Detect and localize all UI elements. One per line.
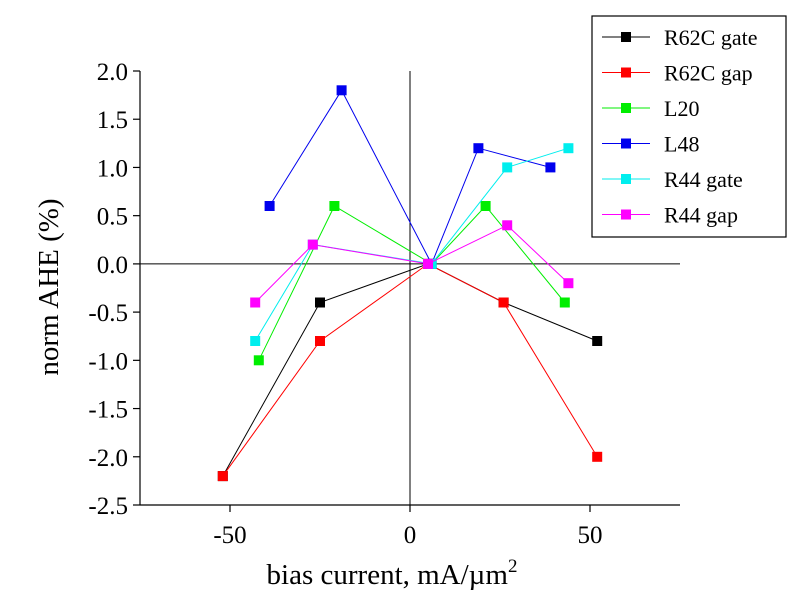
series-layer: [217, 85, 603, 482]
legend-item-l20: L20: [602, 96, 699, 121]
legend-marker: [621, 67, 631, 78]
legend-label: L20: [664, 96, 699, 121]
data-point-l48: [473, 143, 484, 154]
x-axis-title: bias current, mA/µm2: [267, 556, 518, 591]
series-r44-gap: [250, 220, 574, 308]
legend-marker: [621, 174, 631, 184]
y-tick-label: 2.0: [97, 59, 128, 86]
legend-label: L48: [664, 132, 699, 157]
data-point-r62c-gate: [592, 336, 603, 346]
legend-item-l48: L48: [602, 132, 699, 157]
data-point-l20: [253, 355, 264, 366]
legend-marker: [621, 209, 631, 220]
y-tick-label: -1.0: [88, 348, 128, 375]
x-axis-title-text: bias current, mA/µm: [267, 559, 509, 591]
ticks: -2.5 -2.0 -1.5 -1.0 -0.5 0.0 0.5 1.0 1.5 2.0 -50 0 5…: [88, 59, 602, 549]
data-point-r44-gate: [563, 143, 574, 154]
legend-item-r62c-gate: R62C gate: [602, 25, 758, 50]
data-point-l20: [480, 201, 491, 211]
data-point-l20: [559, 297, 570, 308]
y-tick-label: -2.5: [88, 493, 128, 520]
data-point-r62c-gap: [217, 471, 228, 482]
data-point-l20: [329, 201, 340, 211]
y-tick-label: -1.5: [88, 397, 128, 424]
zero-lines: [140, 71, 680, 505]
legend-label: R44 gate: [664, 167, 743, 192]
x-tick-label: 0: [404, 522, 417, 549]
data-point-r44-gap: [423, 258, 433, 269]
data-point-r62c-gap: [592, 451, 603, 462]
legend: R62C gate R62C gap L20 L48 R44 gate R44 gap: [591, 15, 787, 238]
legend-label: R44 gap: [664, 203, 738, 228]
legend-item-r44-gate: R44 gate: [602, 167, 743, 192]
data-point-r44-gate: [502, 162, 513, 173]
data-point-r44-gate: [250, 336, 261, 346]
y-axis-title: norm AHE (%): [33, 198, 65, 375]
data-point-l48: [264, 201, 275, 211]
legend-label: R62C gap: [664, 61, 753, 86]
data-point-r44-gap: [250, 297, 261, 308]
data-point-r44-gap: [307, 239, 318, 250]
legend-item-r62c-gap: R62C gap: [602, 61, 753, 86]
legend-marker: [621, 138, 631, 149]
legend-label: R62C gate: [664, 25, 758, 50]
x-tick-label: 50: [578, 522, 603, 549]
y-tick-label: 0.0: [97, 252, 128, 279]
data-point-l48: [545, 162, 556, 173]
legend-item-r44-gap: R44 gap: [602, 203, 738, 228]
data-point-r44-gap: [502, 220, 513, 231]
data-point-r62c-gate: [315, 297, 325, 308]
data-point-r44-gap: [563, 278, 574, 289]
x-tick-label: -50: [213, 522, 246, 549]
data-point-l48: [336, 85, 347, 96]
legend-box: [591, 15, 787, 238]
y-tick-label: 0.5: [97, 204, 128, 231]
legend-marker: [621, 32, 631, 42]
y-tick-label: -2.0: [88, 445, 128, 472]
y-tick-label: -0.5: [88, 300, 128, 327]
y-tick-label: 1.5: [97, 107, 128, 134]
y-tick-label: 1.0: [97, 155, 128, 182]
x-axis-title-superscript: 2: [508, 556, 518, 577]
legend-marker: [621, 103, 631, 113]
data-point-r62c-gap: [498, 297, 509, 308]
data-point-r62c-gap: [315, 336, 325, 346]
